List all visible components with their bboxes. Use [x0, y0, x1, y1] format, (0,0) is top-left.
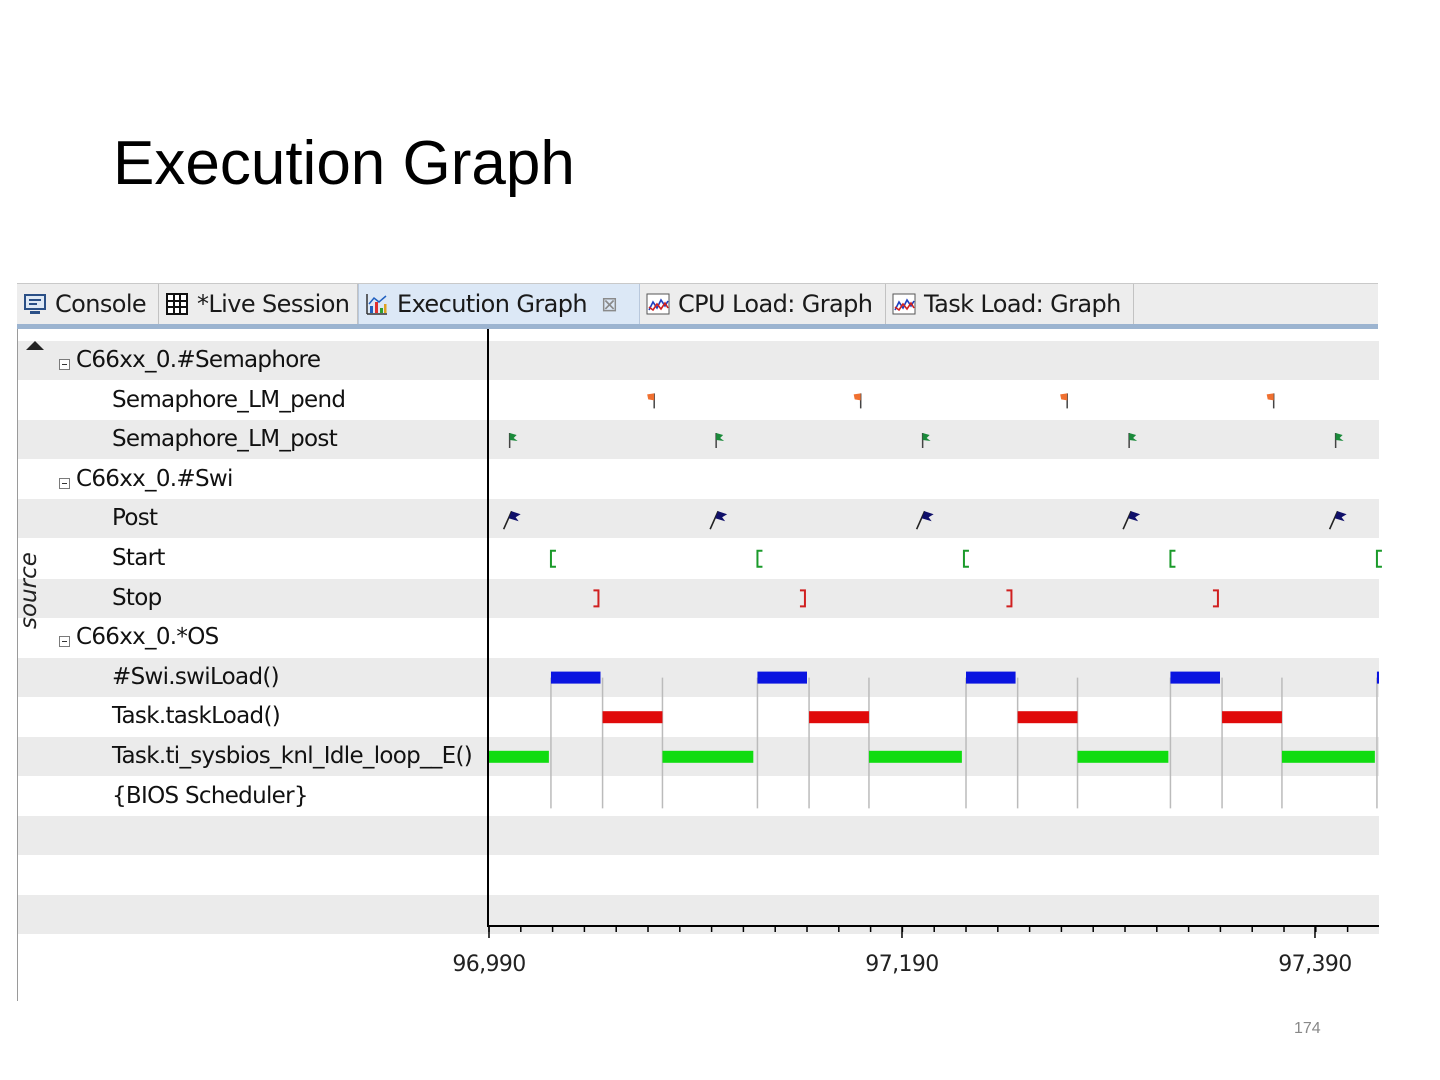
- swi-start-bracket: [1375, 549, 1382, 568]
- swi-load-bar: [1170, 671, 1220, 684]
- idle-loop-bar: [868, 750, 962, 763]
- tab-cpu-load-graph[interactable]: CPU Load: Graph: [640, 284, 886, 324]
- tab-task-load-graph[interactable]: Task Load: Graph: [886, 284, 1134, 324]
- execution-graph-canvas[interactable]: 96,990 97,190 97,390: [452, 329, 1382, 1001]
- execution-graph-view: Console *Live Session Execution: [16, 283, 1382, 1001]
- tree-source-label[interactable]: {BIOS Scheduler}: [112, 782, 308, 809]
- swi-start-bracket: [962, 549, 969, 568]
- tab-live-session[interactable]: *Live Session: [159, 284, 358, 324]
- swi-post-flag: [709, 510, 728, 530]
- swi-post-flag: [502, 510, 521, 530]
- semaphore-pend-flag: [1266, 393, 1275, 409]
- idle-loop-bar: [489, 750, 549, 763]
- idle-loop-bar: [662, 750, 754, 763]
- swi-stop-bracket: [593, 589, 600, 608]
- semaphore-post-flag: [715, 433, 725, 448]
- time-axis-line: [487, 925, 1379, 927]
- tab-execution-graph[interactable]: Execution Graph ⊠: [358, 284, 640, 324]
- scroll-up-arrow[interactable]: [26, 341, 44, 350]
- view-tab-bar: Console *Live Session Execution: [17, 283, 1378, 324]
- swi-post-flag: [915, 510, 934, 530]
- tree-group-label[interactable]: C66xx_0.#Swi: [76, 465, 233, 492]
- tab-cpu-load-graph-label: CPU Load: Graph: [678, 290, 873, 318]
- tab-execution-graph-label: Execution Graph: [397, 290, 588, 318]
- grid-icon: [166, 293, 188, 315]
- swi-start-bracket: [756, 549, 763, 568]
- swi-start-bracket: [1169, 549, 1176, 568]
- tab-task-load-graph-label: Task Load: Graph: [924, 290, 1121, 318]
- page-number: 174: [1294, 1020, 1321, 1037]
- tree-source-label[interactable]: Semaphore_LM_pend: [112, 386, 346, 413]
- swi-stop-bracket: [1006, 589, 1013, 608]
- task-load-bar: [1017, 711, 1078, 724]
- collapse-icon[interactable]: [59, 636, 70, 648]
- tree-source-label[interactable]: Post: [112, 505, 158, 532]
- tab-live-session-label: *Live Session: [197, 290, 350, 318]
- tree-source-label[interactable]: Task.taskLoad(): [112, 703, 281, 730]
- bar-chart-icon: [366, 294, 387, 315]
- row-stripe: [18, 578, 1379, 618]
- tab-console-label: Console: [55, 290, 147, 318]
- semaphore-post-flag: [1334, 433, 1344, 448]
- tree-graph-divider[interactable]: [487, 329, 489, 925]
- swi-load-bar: [550, 671, 601, 684]
- tab-console[interactable]: Console: [17, 284, 159, 324]
- line-chart-icon: [646, 293, 670, 315]
- row-stripe: [18, 499, 1379, 539]
- tree-source-label[interactable]: Stop: [112, 584, 162, 611]
- axis-tick-label: 97,190: [865, 952, 938, 977]
- tree-group-label[interactable]: C66xx_0.#Semaphore: [76, 347, 321, 373]
- tree-group-label[interactable]: C66xx_0.*OS: [76, 624, 219, 651]
- swi-stop-bracket: [1212, 589, 1219, 608]
- task-load-bar: [602, 711, 663, 724]
- collapse-icon[interactable]: [59, 359, 70, 370]
- swi-load-bar: [757, 671, 808, 684]
- collapse-icon[interactable]: [59, 477, 70, 489]
- swi-load-bar: [1376, 671, 1379, 684]
- semaphore-pend-flag: [853, 393, 862, 409]
- swi-post-flag: [1122, 510, 1141, 530]
- semaphore-pend-flag: [1060, 393, 1068, 409]
- axis-tick-label: 97,390: [1278, 952, 1351, 977]
- semaphore-post-flag: [508, 433, 518, 448]
- tree-source-label[interactable]: Start: [112, 545, 165, 571]
- tree-source-label[interactable]: #Swi.swiLoad(): [112, 663, 280, 690]
- row-stripe: [18, 657, 1379, 697]
- row-stripe: [18, 341, 1379, 380]
- slide-title: Execution Graph: [113, 129, 575, 198]
- idle-loop-bar: [1281, 750, 1375, 763]
- tree-source-label[interactable]: Semaphore_LM_post: [112, 426, 338, 453]
- tab-underline: [17, 324, 1378, 329]
- row-stripe: [18, 420, 1379, 460]
- swi-post-flag: [1328, 510, 1347, 530]
- console-icon: [24, 294, 46, 314]
- row-stripe: [18, 816, 1379, 856]
- graph-content-area: C66xx_0.#Semaphore Semaphore_LM_pend Semap…: [16, 329, 1382, 1001]
- row-stripe: [18, 895, 1379, 935]
- semaphore-pend-flag: [647, 393, 655, 409]
- task-load-bar: [1222, 711, 1282, 724]
- close-icon[interactable]: ⊠: [601, 292, 618, 316]
- axis-tick-label: 96,990: [452, 952, 525, 977]
- source-axis-label: source: [16, 552, 42, 629]
- semaphore-post-flag: [921, 433, 931, 448]
- swi-load-bar: [966, 671, 1016, 684]
- tree-source-label[interactable]: Task.ti_sysbios_knl_Idle_loop__E(): [112, 743, 473, 769]
- swi-start-bracket: [549, 549, 556, 568]
- semaphore-post-flag: [1128, 433, 1138, 448]
- swi-stop-bracket: [799, 589, 806, 608]
- idle-loop-bar: [1077, 750, 1169, 763]
- task-load-bar: [809, 711, 869, 724]
- line-chart-icon: [892, 293, 916, 315]
